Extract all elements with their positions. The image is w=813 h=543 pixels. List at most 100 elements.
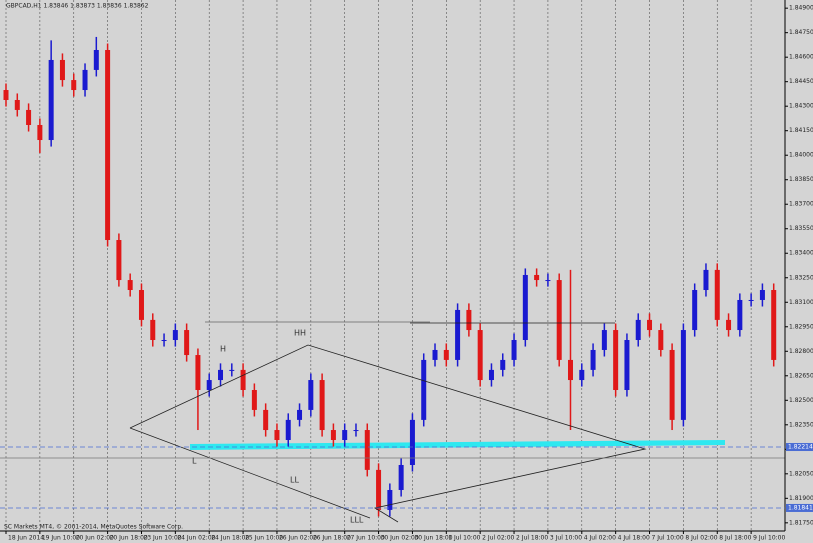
y-tick-label: 1.81750 <box>789 519 813 526</box>
grid <box>5 0 752 531</box>
candle-body <box>82 69 88 91</box>
candle-body <box>443 349 449 360</box>
footer: SC Markets MT4, © 2001-2014, MetaQuotes … <box>4 524 183 531</box>
candle-body <box>556 280 562 360</box>
y-tick-label: 1.84150 <box>789 127 813 134</box>
x-tick-label: 18 Jun 2014 <box>8 535 44 542</box>
x-tick-label: 4 Jul 18:00 <box>618 535 650 542</box>
candle-body <box>658 330 664 350</box>
candle-body <box>364 430 370 470</box>
annotation: HH <box>294 329 306 338</box>
candle-body <box>567 359 573 381</box>
candle-body <box>3 90 9 100</box>
candle-body <box>488 369 494 381</box>
x-tick-label: 8 Jul 02:00 <box>685 535 717 542</box>
candle-body <box>138 290 144 320</box>
candle-body <box>172 330 178 341</box>
candle-body <box>93 49 99 70</box>
wedge-line <box>129 427 371 519</box>
y-tick-label: 1.82950 <box>789 323 813 330</box>
candle-body <box>218 369 224 381</box>
y-tick-label: 1.82650 <box>789 372 813 379</box>
candle-body <box>37 124 43 141</box>
candle-body <box>14 99 20 110</box>
x-tick-label: 23 Jun 10:00 <box>143 535 181 542</box>
x-tick-label: 24 Jun 02:00 <box>177 535 215 542</box>
candle-body <box>206 380 212 390</box>
x-tick-label: 19 Jun 10:00 <box>42 535 80 542</box>
y-tick-label: 1.83700 <box>789 201 813 208</box>
y-tick-label: 1.82500 <box>789 397 813 404</box>
x-tick-label: 26 Jun 02:00 <box>279 535 317 542</box>
x-tick-label: 3 Jul 10:00 <box>550 535 582 542</box>
candle-body <box>387 489 393 510</box>
candle-body <box>421 359 427 420</box>
candle-body <box>150 319 156 341</box>
candle-body <box>726 319 732 331</box>
x-tick-label: 2 Jul 18:00 <box>516 535 548 542</box>
wedge-line <box>129 344 647 523</box>
x-tick-label: 9 Jul 10:00 <box>753 535 785 542</box>
candle-body <box>71 80 77 91</box>
annotation: L <box>192 457 197 466</box>
level-tag <box>786 503 813 512</box>
y-tick-label: 1.82350 <box>789 421 813 428</box>
candle-body <box>432 349 438 360</box>
candle-body <box>184 330 190 356</box>
y-tick-label: 1.82800 <box>789 348 813 355</box>
candle-body <box>500 359 506 370</box>
candle-body <box>285 419 291 440</box>
x-tick-label: 20 Jun 02:00 <box>76 535 114 542</box>
x-tick-label: 2 Jul 02:00 <box>482 535 514 542</box>
candle-body <box>601 330 607 350</box>
candle-body <box>105 49 111 241</box>
y-tick-label: 1.84300 <box>789 103 813 110</box>
y-tick-label: 1.84750 <box>789 29 813 36</box>
x-tick-label: 20 Jun 18:00 <box>110 535 148 542</box>
candle-body <box>353 430 359 432</box>
candle-body <box>274 430 280 440</box>
candle-body <box>342 430 348 440</box>
candle-body <box>398 464 404 490</box>
candle-body <box>466 309 472 331</box>
candle-body <box>703 269 709 291</box>
annotation: H <box>220 345 226 354</box>
x-tick-label: 26 Jun 18:00 <box>313 535 351 542</box>
candle-body <box>59 59 65 81</box>
candle-body <box>522 274 528 341</box>
candle-body <box>771 290 777 360</box>
trend-lines <box>0 321 785 523</box>
y-tick-label: 1.83100 <box>789 299 813 306</box>
candle-body <box>195 355 201 390</box>
candle-body <box>330 430 336 440</box>
candle-body <box>319 380 325 431</box>
annotation: LLL <box>350 516 364 525</box>
candle-body <box>229 369 235 371</box>
y-tick-label: 1.81900 <box>789 495 813 502</box>
candle-body <box>240 369 246 390</box>
y-tick-label: 1.84450 <box>789 78 813 85</box>
x-tick-label: 7 Jul 10:00 <box>652 535 684 542</box>
x-tick-label: 1 Jul 10:00 <box>448 535 480 542</box>
candle-body <box>534 274 540 281</box>
y-tick-label: 1.84000 <box>789 152 813 159</box>
candle-body <box>251 389 257 410</box>
candle-body <box>263 409 269 431</box>
x-tick-label: 4 Jul 02:00 <box>584 535 616 542</box>
candle-body <box>692 290 698 331</box>
candle-body <box>409 419 415 465</box>
y-tick-label: 1.83400 <box>789 250 813 257</box>
support-zone <box>190 440 725 450</box>
level-label: 1.81841 <box>788 504 813 511</box>
candle-body <box>477 330 483 381</box>
x-tick-label: 25 Jun 10:00 <box>245 535 283 542</box>
level-label: 1.82214 <box>788 444 813 451</box>
candle-body <box>669 349 675 420</box>
candle-body <box>116 240 122 281</box>
x-tick-label: 27 Jun 10:00 <box>347 535 385 542</box>
candle-body <box>161 340 167 342</box>
chart-title: GBPCAD,H1 1.83846 1.83873 1.83836 1.8386… <box>6 3 149 10</box>
candle-body <box>714 269 720 320</box>
